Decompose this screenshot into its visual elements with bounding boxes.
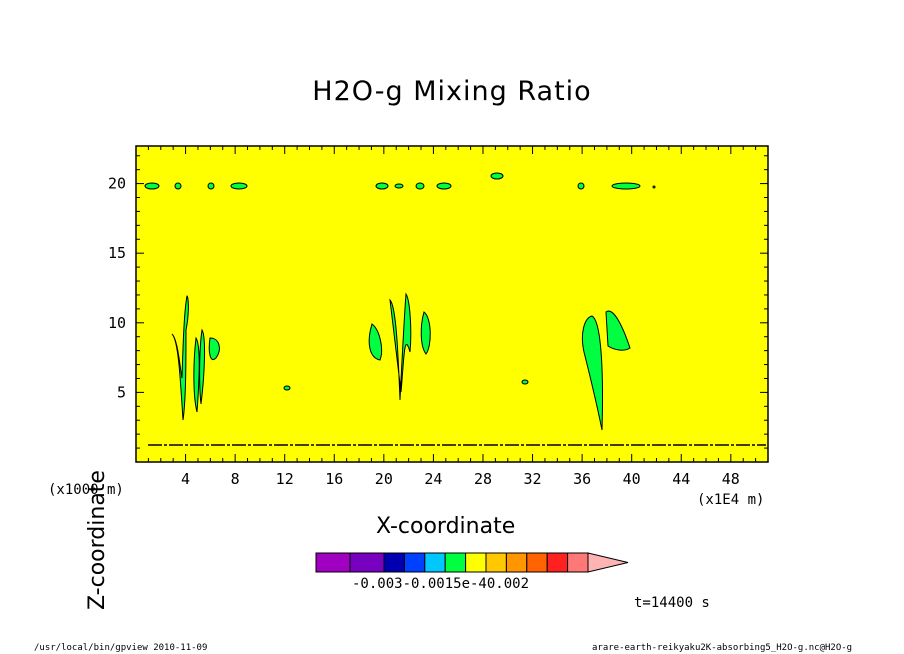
colorbar-bin	[349, 552, 385, 573]
x-tick-label: 12	[276, 470, 294, 488]
vapor-blob	[490, 172, 504, 180]
x-tick-label: 24	[424, 470, 442, 488]
x-tick-label: 44	[672, 470, 690, 488]
plume-region	[368, 323, 383, 361]
footer-right: arare-earth-reikyaku2K-absorbing5_H2O-g.…	[592, 643, 853, 653]
y-tick-label: 5	[117, 383, 126, 401]
vapor-blob	[283, 385, 291, 391]
plume-region	[193, 336, 200, 413]
x-tick-label: 28	[474, 470, 492, 488]
colorbar-bin	[424, 552, 446, 573]
vapor-blob	[577, 182, 585, 190]
y-tick-label: 20	[108, 175, 126, 193]
x-tick-label: 20	[375, 470, 393, 488]
colorbar-bin	[383, 552, 405, 573]
colorbar	[315, 552, 629, 573]
colorbar-bin	[505, 552, 528, 573]
vapor-blob	[375, 182, 389, 190]
colorbar-bin	[315, 552, 351, 573]
plume-region	[389, 292, 412, 401]
plume-region	[420, 311, 431, 355]
colorbar-arrow	[587, 552, 629, 573]
vapor-blob	[521, 379, 529, 385]
colorbar-bin	[567, 552, 589, 573]
vapor-blob	[415, 182, 425, 190]
plume-region	[208, 337, 220, 360]
time-label: t=14400 s	[634, 595, 710, 611]
vapor-blob	[174, 182, 182, 190]
vapor-blob	[207, 182, 215, 190]
colorbar-bin	[403, 552, 426, 573]
y-tick-label: 10	[108, 314, 126, 332]
colorbar-bin	[546, 552, 569, 573]
vapor-blob	[394, 183, 404, 189]
plume-region	[605, 310, 631, 351]
x-tick-label: 32	[524, 470, 542, 488]
chart-title: H2O-g Mixing Ratio	[312, 76, 592, 107]
colorbar-bin	[444, 552, 467, 573]
vapor-blob	[652, 185, 656, 189]
colorbar-bin	[485, 552, 507, 573]
vapor-blob	[144, 182, 160, 190]
vapor-blob	[230, 182, 248, 190]
y-tick-label: 15	[108, 244, 126, 262]
x-tick-label: 48	[722, 470, 740, 488]
x-units-label: (x1E4 m)	[697, 492, 765, 508]
x-tick-label: 4	[181, 470, 190, 488]
x-tick-label: 40	[623, 470, 641, 488]
vapor-blob	[436, 182, 452, 190]
x-tick-label: 36	[573, 470, 591, 488]
x-axis-label: X-coordinate	[376, 514, 516, 539]
water-vapor-regions	[144, 172, 766, 446]
plot-frame	[135, 145, 769, 463]
plume-region	[171, 295, 189, 421]
plume-region	[199, 328, 206, 405]
colorbar-labels: -0.003-0.0015e-40.002	[352, 576, 530, 592]
colorbar-bin	[526, 552, 548, 573]
colorbar-bin	[465, 552, 487, 573]
x-tick-label: 8	[231, 470, 240, 488]
plume-region	[581, 315, 604, 431]
vapor-blob	[611, 182, 641, 190]
footer-left: /usr/local/bin/gpview 2010-11-09	[34, 643, 208, 653]
x-tick-label: 16	[325, 470, 343, 488]
y-units-label: (x1000 m)	[48, 482, 124, 498]
plot-background	[136, 146, 768, 462]
